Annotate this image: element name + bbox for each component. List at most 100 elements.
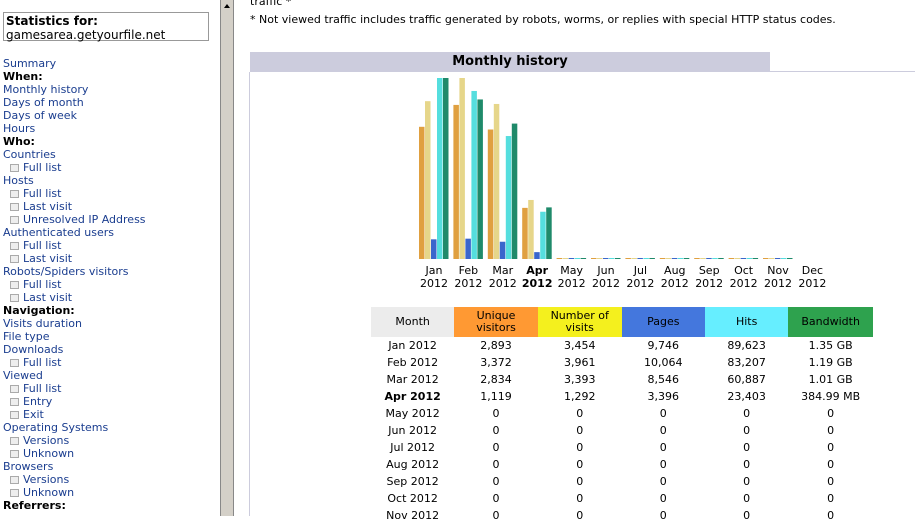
nav-item[interactable]: Days of month (3, 96, 84, 109)
bar (609, 258, 615, 259)
cell: 0 (827, 492, 835, 505)
month-cell: Mar 2012 (386, 373, 439, 386)
month-cell: Sep 2012 (386, 475, 439, 488)
nav-item[interactable]: Full list (10, 239, 61, 252)
sub-icon (10, 476, 19, 484)
bar (637, 258, 643, 259)
nav-item[interactable]: Unresolved IP Address (10, 213, 146, 226)
bar (706, 258, 712, 259)
bar (562, 258, 569, 259)
nav-item[interactable]: Downloads (3, 343, 63, 356)
nav-item[interactable]: Full list (10, 278, 61, 291)
column-header: Bandwidth (788, 307, 873, 337)
table-row: May 2012 0 0 0 0 0 (371, 405, 873, 422)
bar (643, 258, 649, 259)
nav-item[interactable]: Unknown (10, 486, 74, 499)
cell: 0 (659, 475, 667, 488)
nav-text: When: (3, 70, 43, 83)
bar (493, 103, 500, 259)
sub-icon (10, 164, 19, 172)
cell: 0 (743, 492, 751, 505)
bar (740, 258, 747, 259)
nav-item[interactable]: Hosts (3, 174, 34, 187)
sub-icon (10, 281, 19, 289)
nav-item[interactable]: Viewed (3, 369, 43, 382)
bar (453, 104, 459, 259)
x-tick-label: Jan (425, 264, 443, 277)
nav-item[interactable]: File type (3, 330, 49, 343)
nav-text: File type (3, 330, 50, 343)
nav-item[interactable]: Versions (10, 434, 69, 447)
nav-item[interactable]: Visits duration (3, 317, 82, 330)
note: * Not viewed traffic includes traffic ge… (250, 13, 836, 26)
x-tick-year: 2012 (798, 277, 826, 290)
nav-item[interactable]: Monthly history (3, 83, 88, 96)
nav-text: Who: (3, 135, 35, 148)
sub-icon (10, 450, 19, 458)
cell: 0 (576, 492, 584, 505)
nav-item[interactable]: Summary (3, 57, 56, 70)
bar (465, 238, 471, 259)
cell: 0 (827, 407, 835, 420)
nav-item[interactable]: Unknown (10, 447, 74, 460)
nav-item[interactable]: Full list (10, 161, 61, 174)
column-header: Hits (704, 307, 789, 337)
table-row: Mar 2012 2,834 3,393 8,546 60,887 1.01 GB (371, 371, 873, 388)
table-row: Aug 2012 0 0 0 0 0 (371, 456, 873, 473)
month-cell: Jan 2012 (388, 339, 437, 352)
table-row: Jan 2012 2,893 3,454 9,746 89,623 1.35 GB (371, 337, 873, 354)
bar (752, 258, 759, 259)
history-table: Month Unique visitors Number of visits Page… (371, 307, 873, 524)
section-title: Monthly history (250, 52, 770, 71)
nav-text: Robots/Spiders visitors (3, 265, 129, 278)
nav-item[interactable]: Authenticated users (3, 226, 114, 239)
nav-item[interactable]: Full list (10, 382, 61, 395)
nav-item[interactable]: Last visit (10, 252, 72, 265)
column-header: Month (371, 307, 455, 337)
bar (431, 239, 437, 259)
cell: 0 (576, 475, 584, 488)
nav-item[interactable]: Full list (10, 187, 61, 200)
cell: 0 (659, 492, 667, 505)
nav-item[interactable]: Versions (10, 473, 69, 486)
sub-icon (10, 359, 19, 367)
cell: 0 (492, 458, 500, 471)
scrollbar[interactable] (220, 0, 234, 516)
nav-text: Full list (23, 187, 62, 200)
nav-item[interactable]: Operating Systems (3, 421, 108, 434)
x-tick-label: Jun (596, 264, 614, 277)
bar (665, 258, 672, 259)
nav-text: Countries (3, 148, 56, 161)
bar (511, 123, 518, 260)
cell: 0 (743, 458, 751, 471)
nav-item[interactable]: Countries (3, 148, 56, 161)
nav-item[interactable]: Entry (10, 395, 52, 408)
nav-item[interactable]: Robots/Spiders visitors (3, 265, 129, 278)
bar (522, 207, 528, 259)
nav-item[interactable]: Exit (10, 408, 44, 421)
scroll-arrow (224, 4, 230, 8)
cell: 0 (492, 441, 500, 454)
nav-item[interactable]: Browsers (3, 460, 53, 473)
nav-item: When: (3, 70, 43, 83)
nav-item[interactable]: Last visit (10, 200, 72, 213)
nav-item[interactable]: Days of week (3, 109, 77, 122)
month-cell: Apr 2012 (384, 390, 441, 403)
section-rule (250, 71, 915, 72)
bar (603, 258, 609, 259)
nav-item[interactable]: Full list (10, 356, 61, 369)
cell: 0 (492, 492, 500, 505)
nav-text: Last visit (23, 200, 73, 213)
table-row: Apr 2012 1,119 1,292 3,396 23,403 384.99 MB (371, 388, 873, 405)
x-tick-year: 2012 (454, 277, 482, 290)
sub-icon (10, 216, 19, 224)
nav-item[interactable]: Last visit (10, 291, 72, 304)
nav-item[interactable]: Hours (3, 122, 35, 135)
cell: 1.35 GB (808, 339, 853, 352)
bar (597, 258, 603, 259)
x-tick-year: 2012 (558, 277, 586, 290)
stats-box: Statistics for: gamesarea.getyourfile.net (3, 12, 209, 42)
cell: 0 (659, 424, 667, 437)
cell: 1,292 (563, 390, 596, 403)
site-name: gamesarea.getyourfile.net (6, 28, 166, 42)
